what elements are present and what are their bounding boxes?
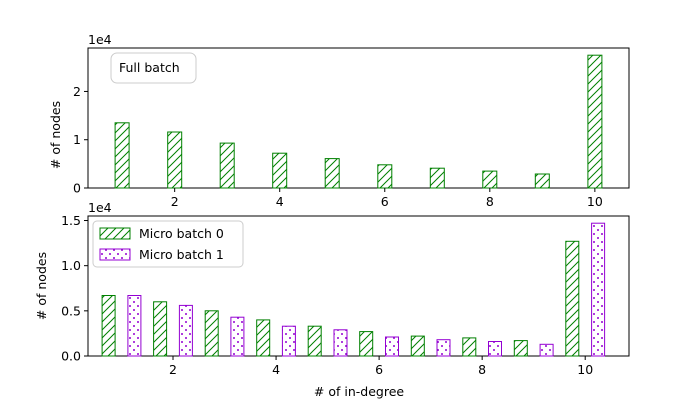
bar-full-batch-x7 bbox=[429, 167, 445, 189]
x-tick-label: 2 bbox=[171, 194, 179, 209]
top-legend: Full batch bbox=[110, 52, 197, 84]
bar-full-batch-x10 bbox=[587, 54, 603, 189]
top-legend-label-full-batch: Full batch bbox=[119, 60, 180, 75]
bar-micro-batch-0-x10 bbox=[565, 240, 580, 357]
y-tick-label: 0.5 bbox=[61, 303, 81, 318]
bar-micro-batch-0-x2 bbox=[153, 301, 168, 357]
bar-micro-batch-1-x3 bbox=[230, 316, 245, 357]
top-chart-panel: 1e4 # of nodes 2 4 6 8 10 0 1 2 Full batch bbox=[48, 32, 630, 209]
bar-full-batch-x4 bbox=[272, 152, 288, 189]
bar-micro-batch-1-x6 bbox=[385, 336, 399, 357]
x-tick-label: 6 bbox=[375, 362, 383, 377]
top-legend-box bbox=[110, 52, 197, 84]
bottom-x-ticks: 2 4 6 8 10 bbox=[169, 356, 593, 377]
bottom-axes-frame bbox=[87, 215, 630, 357]
bar-micro-batch-0-x1 bbox=[101, 295, 116, 357]
bar-micro-batch-1-x8 bbox=[488, 341, 502, 357]
bar-micro-batch-0-x5 bbox=[307, 325, 322, 357]
y-tick-label: 2 bbox=[73, 84, 81, 99]
bar-micro-batch-0-x6 bbox=[359, 331, 374, 357]
top-axes-frame bbox=[87, 47, 630, 189]
bar-full-batch-x5 bbox=[324, 158, 340, 189]
bar-micro-batch-1-x4 bbox=[281, 325, 296, 357]
bar-micro-batch-0-x4 bbox=[256, 319, 271, 357]
x-tick-label: 4 bbox=[276, 194, 284, 209]
x-tick-label: 2 bbox=[169, 362, 177, 377]
top-y-axis-label: # of nodes bbox=[48, 101, 63, 169]
y-tick-label: 0.0 bbox=[61, 349, 81, 364]
bottom-y-axis-label: # of nodes bbox=[34, 252, 49, 320]
y-tick-label: 1 bbox=[73, 132, 81, 147]
bar-micro-batch-1-x10 bbox=[591, 222, 606, 357]
bottom-chart-panel: 1e4 # of nodes # of in-degree 2 4 6 8 10 0.0… bbox=[34, 200, 630, 399]
y-tick-label: 1.5 bbox=[61, 213, 81, 228]
bar-micro-batch-1-x9 bbox=[539, 343, 554, 357]
bottom-bars bbox=[101, 222, 606, 357]
bar-micro-batch-1-x7 bbox=[436, 339, 451, 357]
bar-full-batch-x1 bbox=[114, 122, 130, 189]
bottom-x-axis-label: # of in-degree bbox=[314, 384, 404, 399]
bar-micro-batch-1-x5 bbox=[333, 329, 348, 357]
bar-full-batch-x8 bbox=[482, 170, 498, 189]
legend-swatch-micro-batch-0 bbox=[99, 227, 131, 240]
x-tick-label: 6 bbox=[381, 194, 389, 209]
legend-label-micro-batch-1: Micro batch 1 bbox=[139, 247, 224, 262]
bottom-sci-multiplier: 1e4 bbox=[88, 200, 112, 215]
bar-micro-batch-0-x9 bbox=[513, 340, 528, 357]
bar-micro-batch-0-x8 bbox=[462, 337, 477, 357]
top-x-ticks: 2 4 6 8 10 bbox=[171, 188, 603, 209]
y-tick-label: 0 bbox=[73, 181, 81, 196]
x-tick-label: 8 bbox=[486, 194, 494, 209]
top-bars bbox=[114, 54, 603, 189]
y-tick-label: 1.0 bbox=[61, 258, 81, 273]
bar-micro-batch-0-x3 bbox=[204, 310, 219, 357]
x-tick-label: 4 bbox=[272, 362, 280, 377]
top-y-ticks: 0 1 2 bbox=[73, 84, 88, 196]
bottom-y-ticks: 0.0 0.5 1.0 1.5 bbox=[61, 213, 88, 364]
legend-label-micro-batch-0: Micro batch 0 bbox=[139, 226, 224, 241]
legend-swatch-micro-batch-1 bbox=[99, 248, 131, 261]
x-tick-label: 10 bbox=[587, 194, 603, 209]
x-tick-label: 10 bbox=[577, 362, 593, 377]
bar-full-batch-x2 bbox=[167, 131, 183, 189]
bar-micro-batch-1-x1 bbox=[127, 295, 142, 357]
bar-full-batch-x6 bbox=[377, 164, 393, 189]
x-tick-label: 8 bbox=[478, 362, 486, 377]
bar-micro-batch-0-x7 bbox=[410, 335, 425, 357]
bottom-legend: Micro batch 0 Micro batch 1 bbox=[92, 220, 244, 268]
top-sci-multiplier: 1e4 bbox=[88, 32, 112, 47]
bar-micro-batch-1-x2 bbox=[178, 304, 193, 357]
bar-full-batch-x9 bbox=[534, 173, 550, 189]
bar-full-batch-x3 bbox=[219, 142, 235, 189]
